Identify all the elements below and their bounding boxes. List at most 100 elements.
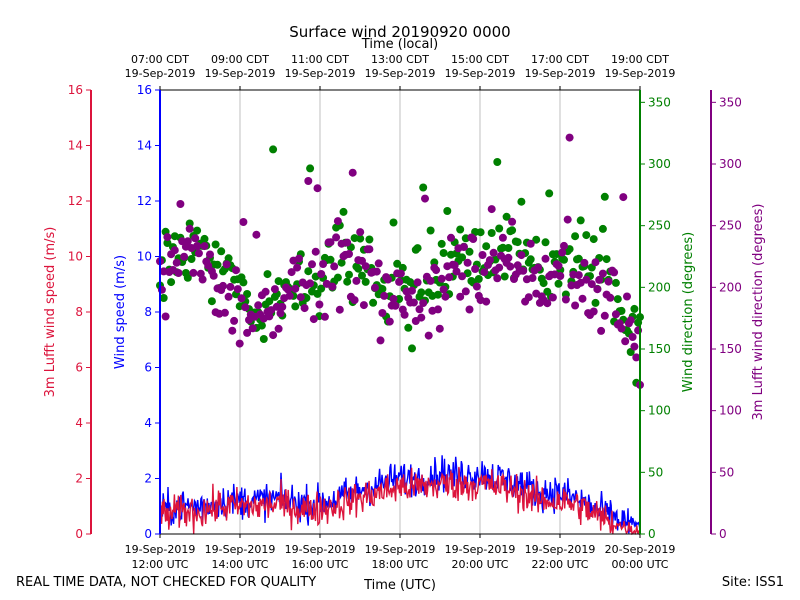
lufft-direction-point xyxy=(489,248,498,257)
wind-speed-axis-tick-label: 2 xyxy=(144,472,152,486)
lufft-direction-point xyxy=(452,267,461,276)
wind-direction-point xyxy=(600,192,609,201)
lufft-direction-point xyxy=(396,269,405,278)
lufft-direction-point xyxy=(469,235,478,243)
top-tick-date: 19-Sep-2019 xyxy=(285,67,356,80)
site-label: Site: ISS1 xyxy=(721,575,784,590)
lufft-speed-axis-tick-label: 16 xyxy=(68,83,83,97)
wind-direction-point xyxy=(395,295,404,303)
lufft-direction-point xyxy=(194,249,203,258)
wind-direction-point xyxy=(183,273,192,282)
lufft-direction-point xyxy=(330,262,339,271)
lufft-direction-point xyxy=(439,285,448,294)
wind-direction-point xyxy=(513,238,522,247)
wind-direction-point xyxy=(317,284,326,293)
lufft-direction-point xyxy=(185,224,194,233)
lufft-direction-point xyxy=(315,300,324,309)
lufft-direction-point xyxy=(376,336,385,345)
lufft-direction-point xyxy=(276,309,285,318)
lufft-direction-point xyxy=(230,316,239,325)
lufft-direction-point xyxy=(326,238,335,247)
lufft-direction-point xyxy=(419,299,428,307)
bottom-tick-date: 19-Sep-2019 xyxy=(445,543,516,556)
lufft-direction-point xyxy=(558,248,567,257)
wind-direction-point xyxy=(217,247,226,256)
lufft-direction-point xyxy=(621,337,630,346)
wind-direction-point xyxy=(224,254,233,263)
lufft-direction-point xyxy=(480,268,489,277)
lufft-direction-point xyxy=(296,293,305,302)
wind-direction-point xyxy=(354,264,363,273)
lufft-direction-point xyxy=(180,252,189,261)
wind-speed-axis-tick-label: 10 xyxy=(137,250,152,264)
lufft-direction-point xyxy=(400,310,409,319)
lufft-direction-point xyxy=(283,285,292,294)
lufft-direction-point xyxy=(456,292,465,301)
lufft-direction-point xyxy=(560,241,568,250)
wind-direction-axis-tick-label: 0 xyxy=(648,527,656,541)
lufft-direction-point xyxy=(395,277,404,286)
lufft-direction-point xyxy=(630,342,639,351)
lufft-direction-point xyxy=(237,294,246,303)
wind-direction-axis-tick-label: 100 xyxy=(648,404,671,418)
bottom-tick-label: 00:00 UTC xyxy=(611,558,668,571)
lufft-speed-axis-tick-label: 12 xyxy=(68,194,83,208)
wind-direction-point xyxy=(504,244,513,252)
wind-direction-point xyxy=(333,273,342,282)
lufft-direction-axis-label: 3m Lufft wind direction (degrees) xyxy=(751,204,766,421)
lufft-direction-point xyxy=(287,268,296,277)
lufft-direction-point xyxy=(578,294,587,303)
lufft-direction-point xyxy=(471,265,480,273)
wind-direction-point xyxy=(337,258,346,267)
wind-direction-point xyxy=(369,298,378,307)
lufft-speed-axis-tick-label: 14 xyxy=(68,139,83,153)
wind-direction-point xyxy=(263,270,272,279)
lufft-direction-point xyxy=(543,299,552,308)
lufft-direction-point xyxy=(571,301,580,310)
lufft-direction-point xyxy=(252,230,261,239)
lufft-direction-point xyxy=(332,233,341,242)
lufft-direction-point xyxy=(328,282,337,291)
lufft-direction-point xyxy=(191,234,200,243)
top-tick-label: 19:00 CDT xyxy=(611,53,669,66)
lufft-direction-point xyxy=(432,266,441,275)
wind-speed-axis-tick-label: 12 xyxy=(137,194,152,208)
lufft-direction-point xyxy=(311,247,320,256)
lufft-speed-axis-label: 3m Lufft wind speed (m/s) xyxy=(43,227,58,398)
lufft-speed-axis-tick-label: 6 xyxy=(75,361,83,375)
lufft-direction-point xyxy=(574,271,583,280)
wind-direction-axis-tick-label: 50 xyxy=(648,465,663,479)
wind-direction-point xyxy=(345,270,353,279)
lufft-direction-point xyxy=(274,324,283,333)
bottom-tick-date: 19-Sep-2019 xyxy=(205,543,276,556)
lufft-direction-point xyxy=(617,324,626,333)
lufft-direction-point xyxy=(435,324,444,333)
wind-direction-point xyxy=(365,235,374,244)
lufft-direction-point xyxy=(508,217,517,226)
wind-speed-axis-tick-label: 6 xyxy=(144,361,152,375)
wind-direction-point xyxy=(439,249,448,257)
wind-direction-point xyxy=(417,288,426,297)
lufft-direction-point xyxy=(293,263,302,272)
wind-direction-point xyxy=(500,272,509,281)
top-tick-label: 13:00 CDT xyxy=(371,53,429,66)
wind-direction-point xyxy=(482,242,491,251)
lufft-direction-point xyxy=(619,193,628,202)
lufft-direction-point xyxy=(300,304,309,313)
lufft-direction-axis-tick-label: 150 xyxy=(719,342,742,356)
wind-direction-point xyxy=(304,267,313,276)
wind-direction-point xyxy=(476,228,485,237)
lufft-direction-point xyxy=(335,305,344,314)
lufft-direction-point xyxy=(391,301,400,310)
wind-direction-point xyxy=(426,226,435,235)
lufft-direction-point xyxy=(365,245,374,254)
lufft-direction-point xyxy=(378,309,387,317)
wind-direction-point xyxy=(378,285,387,293)
lufft-direction-point xyxy=(359,301,368,310)
bottom-tick-label: 16:00 UTC xyxy=(291,558,348,571)
lufft-direction-point xyxy=(343,238,352,247)
lufft-direction-point xyxy=(498,233,507,242)
lufft-direction-point xyxy=(487,205,496,214)
